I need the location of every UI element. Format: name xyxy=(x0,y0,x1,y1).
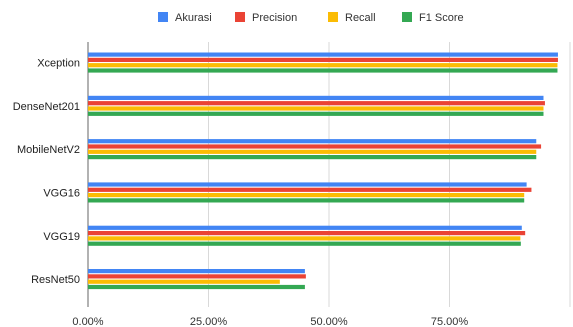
bar-vgg16-akurasi xyxy=(88,182,527,187)
bar-vgg19-recall xyxy=(88,236,521,241)
bar-resnet50-f1-score xyxy=(88,284,305,290)
legend-swatch xyxy=(235,12,245,22)
legend-swatch xyxy=(328,12,338,22)
legend-label: Akurasi xyxy=(175,12,212,24)
x-tick-label: 0.00% xyxy=(72,316,103,327)
grid-lines xyxy=(87,42,571,307)
legend-swatch xyxy=(402,12,412,22)
x-tick-label: 25.00% xyxy=(190,316,228,327)
bar-mobilenetv2-precision xyxy=(88,144,542,149)
legend-item-recall: Recall xyxy=(328,12,376,24)
category-label-mobilenetv2: MobileNetV2 xyxy=(17,144,80,156)
bar-resnet50-recall xyxy=(88,279,280,284)
x-tick-label: 50.00% xyxy=(310,316,348,327)
category-label-xception: Xception xyxy=(37,58,80,70)
bars xyxy=(88,52,558,290)
bar-vgg19-akurasi xyxy=(88,225,522,230)
legend-label: Precision xyxy=(252,12,297,24)
legend-label: F1 Score xyxy=(419,12,464,24)
bar-densenet201-akurasi xyxy=(88,95,544,100)
legend-label: Recall xyxy=(345,12,376,24)
bar-xception-akurasi xyxy=(88,52,558,57)
bar-densenet201-f1-score xyxy=(88,111,544,116)
bar-mobilenetv2-akurasi xyxy=(88,139,537,144)
category-label-densenet201: DenseNet201 xyxy=(13,101,80,113)
bar-vgg16-precision xyxy=(88,187,532,192)
category-label-resnet50: ResNet50 xyxy=(31,274,80,286)
bar-densenet201-recall xyxy=(88,106,544,111)
category-label-vgg16: VGG16 xyxy=(43,187,80,199)
bar-vgg19-precision xyxy=(88,231,526,236)
legend-item-akurasi: Akurasi xyxy=(158,12,212,24)
x-tick-labels: 0.00% 25.00% 50.00% 75.00% xyxy=(72,316,468,327)
bar-vgg16-f1-score xyxy=(88,198,525,203)
legend: Akurasi Precision Recall F1 Score xyxy=(158,12,464,24)
category-label-vgg19: VGG19 xyxy=(43,231,80,243)
bar-xception-f1-score xyxy=(88,68,558,73)
category-labels: Xception DenseNet201 MobileNetV2 VGG16 VGG19… xyxy=(13,58,80,286)
bar-xception-precision xyxy=(88,57,558,62)
bar-resnet50-akurasi xyxy=(88,269,305,274)
legend-swatch xyxy=(158,12,168,22)
bar-resnet50-precision xyxy=(88,274,306,279)
bar-vgg16-recall xyxy=(88,193,525,198)
bar-vgg19-f1-score xyxy=(88,241,521,246)
legend-item-precision: Precision xyxy=(235,12,297,24)
bar-mobilenetv2-f1-score xyxy=(88,155,537,160)
bar-densenet201-precision xyxy=(88,101,545,106)
x-tick-label: 75.00% xyxy=(431,316,469,327)
legend-item-f1-score: F1 Score xyxy=(402,12,464,24)
bar-mobilenetv2-recall xyxy=(88,149,537,154)
bar-xception-recall xyxy=(88,63,558,68)
